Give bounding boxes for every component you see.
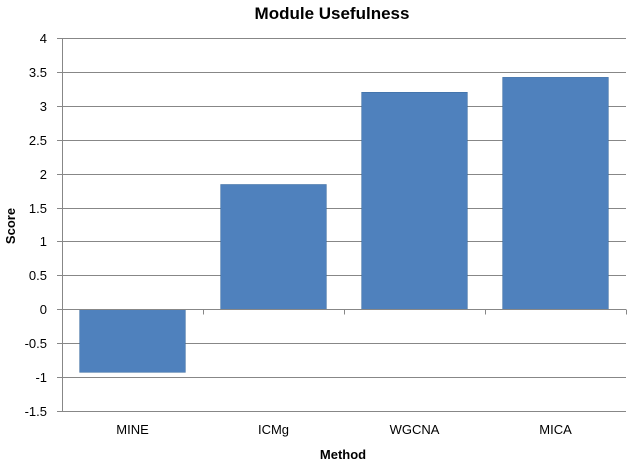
bar-wgcna: [361, 92, 468, 310]
x-tick-label: MICA: [539, 422, 572, 437]
y-tick-label: 2.5: [29, 133, 47, 148]
y-tick-label: 0.5: [29, 268, 47, 283]
y-tick-label: 0: [40, 302, 47, 317]
x-tick-labels: MINE ICMg WGCNA MICA: [116, 422, 572, 437]
bar-mine: [79, 309, 186, 373]
y-tick-label: -1.5: [25, 404, 47, 419]
y-axis-title: Score: [3, 208, 18, 244]
y-tick-label: 3.5: [29, 65, 47, 80]
x-tick-label: MINE: [116, 422, 149, 437]
bars: [79, 77, 609, 373]
axes: [57, 38, 627, 412]
x-axis-title: Method: [320, 447, 366, 462]
y-tick-labels: -1.5 -1 -0.5 0 0.5 1 1.5 2 2.5 3 3.5 4: [25, 31, 47, 419]
chart-title: Module Usefulness: [255, 4, 410, 23]
bar-icmg: [220, 184, 327, 310]
y-tick-label: 4: [40, 31, 47, 46]
y-tick-label: 1.5: [29, 201, 47, 216]
y-tick-label: -0.5: [25, 336, 47, 351]
y-tick-label: 2: [40, 167, 47, 182]
bar-mica: [502, 77, 609, 310]
y-tick-label: -1: [35, 370, 47, 385]
y-tick-label: 3: [40, 99, 47, 114]
x-tick-label: ICMg: [258, 422, 289, 437]
x-tick-label: WGCNA: [390, 422, 440, 437]
y-tick-label: 1: [40, 234, 47, 249]
